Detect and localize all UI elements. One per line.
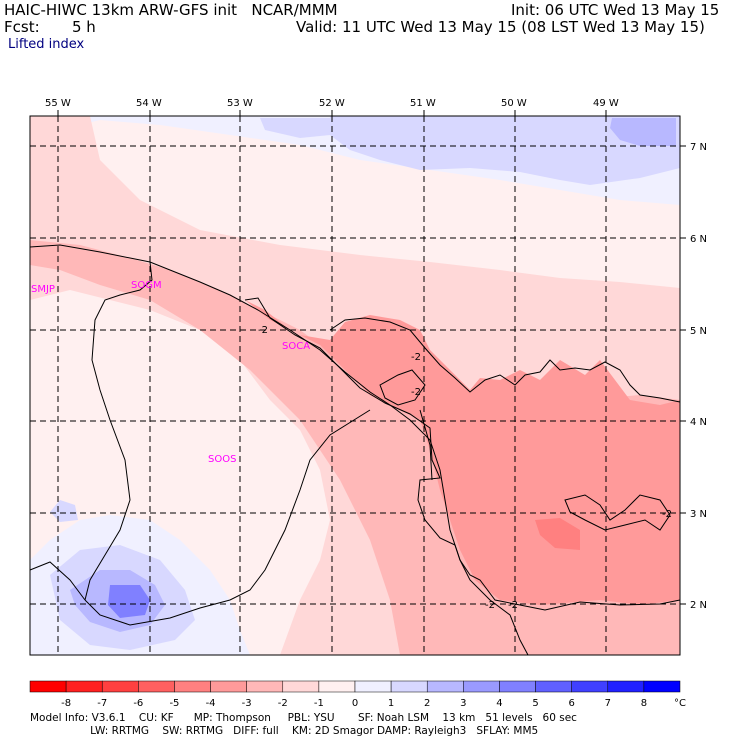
valid-time: Valid: 11 UTC Wed 13 May 15 (08 LST Wed … <box>296 18 705 36</box>
colorbar-tick-label: 2 <box>424 698 430 709</box>
colorbar-swatch <box>426 680 464 693</box>
lat-label: 5 N <box>690 326 707 337</box>
lon-label: 55 W <box>45 98 71 109</box>
colorbar-swatch <box>174 680 211 693</box>
contour-label: -2 <box>411 352 421 363</box>
colorbar-tick-label: -6 <box>133 698 143 709</box>
shaded-field <box>30 116 680 655</box>
colorbar-tick-label: -1 <box>314 698 324 709</box>
model-info-line-2: LW: RRTMG SW: RRTMG DIFF: full KM: 2D Sm… <box>30 725 539 737</box>
colorbar-swatch <box>138 680 175 693</box>
colorbar-unit: °C <box>674 698 686 709</box>
contour-label: -2 <box>411 387 421 398</box>
model-title: HAIC-HIWC 13km ARW-GFS init NCAR/MMM <box>4 1 338 19</box>
colorbar-swatch <box>571 680 609 693</box>
init-time: Init: 06 UTC Wed 13 May 15 <box>511 1 720 19</box>
contour-label: -2 <box>258 325 268 336</box>
colorbar-swatch <box>499 680 536 693</box>
colorbar-tick-label: -5 <box>169 698 179 709</box>
field-name: Lifted index <box>8 37 85 52</box>
station-label: SOCA <box>282 341 310 352</box>
lon-label: 49 W <box>593 98 619 109</box>
colorbar-tick-label: -8 <box>61 698 71 709</box>
colorbar-tick-label: 6 <box>568 698 574 709</box>
colorbar-swatch <box>29 680 67 693</box>
colorbar-tick-label: 1 <box>388 698 394 709</box>
lon-label: 54 W <box>136 98 162 109</box>
colorbar-swatch <box>210 680 247 693</box>
lon-label: 51 W <box>410 98 436 109</box>
lon-label: 52 W <box>319 98 345 109</box>
colorbar-swatch <box>282 680 320 693</box>
lon-label: 53 W <box>227 98 253 109</box>
lat-label: 2 N <box>690 600 707 611</box>
colorbar-tick-label: 4 <box>496 698 502 709</box>
colorbar-tick-label: 5 <box>532 698 538 709</box>
contour-label: -2 <box>508 600 518 611</box>
colorbar-swatch <box>246 680 284 693</box>
colorbar-swatch <box>643 680 681 693</box>
colorbar-swatch <box>318 680 356 693</box>
colorbar-tick-label: -2 <box>278 698 288 709</box>
map-frame <box>29 115 681 656</box>
axis-ticks <box>57 110 686 605</box>
lat-lon-grid <box>30 116 680 655</box>
coastline-and-borders <box>29 244 529 656</box>
colorbar-swatch <box>535 680 572 693</box>
colorbar-tick-label: 7 <box>605 698 611 709</box>
contour-label: -2 <box>662 509 672 520</box>
colorbar-tick-label: -3 <box>242 698 252 709</box>
forecast-hours: 5 h <box>72 18 96 36</box>
colorbar-tick-label: -4 <box>206 698 216 709</box>
colorbar-swatch <box>607 680 645 693</box>
colorbar-tick-label: 3 <box>460 698 466 709</box>
colorbar-swatch <box>65 680 103 693</box>
station-label: SOGM <box>131 280 162 291</box>
lat-label: 4 N <box>690 417 707 428</box>
colorbar-swatch <box>463 680 500 693</box>
lat-label: 7 N <box>690 142 707 153</box>
colorbar-swatch <box>101 680 139 693</box>
colorbar-tick-label: -7 <box>97 698 107 709</box>
model-info-line-1: Model Info: V3.6.1 CU: KF MP: Thompson P… <box>30 712 577 724</box>
colorbar: -8 -7 -6 -5 -4 -3 -2 -1 0 1 2 3 4 5 6 7 8 <box>29 680 681 709</box>
lon-label: 50 W <box>501 98 527 109</box>
station-label: SMJP <box>31 284 55 295</box>
station-label: SOOS <box>208 454 236 465</box>
colorbar-swatch <box>390 680 428 693</box>
lat-label: 6 N <box>690 234 707 245</box>
lat-label: 3 N <box>690 509 707 520</box>
contour-label: -2 <box>485 600 495 611</box>
colorbar-tick-label: 8 <box>641 698 647 709</box>
colorbar-tick-label: 0 <box>352 698 358 709</box>
contour-lines <box>244 297 681 611</box>
colorbar-swatch <box>354 680 392 693</box>
forecast-label: Fcst: <box>4 18 40 36</box>
